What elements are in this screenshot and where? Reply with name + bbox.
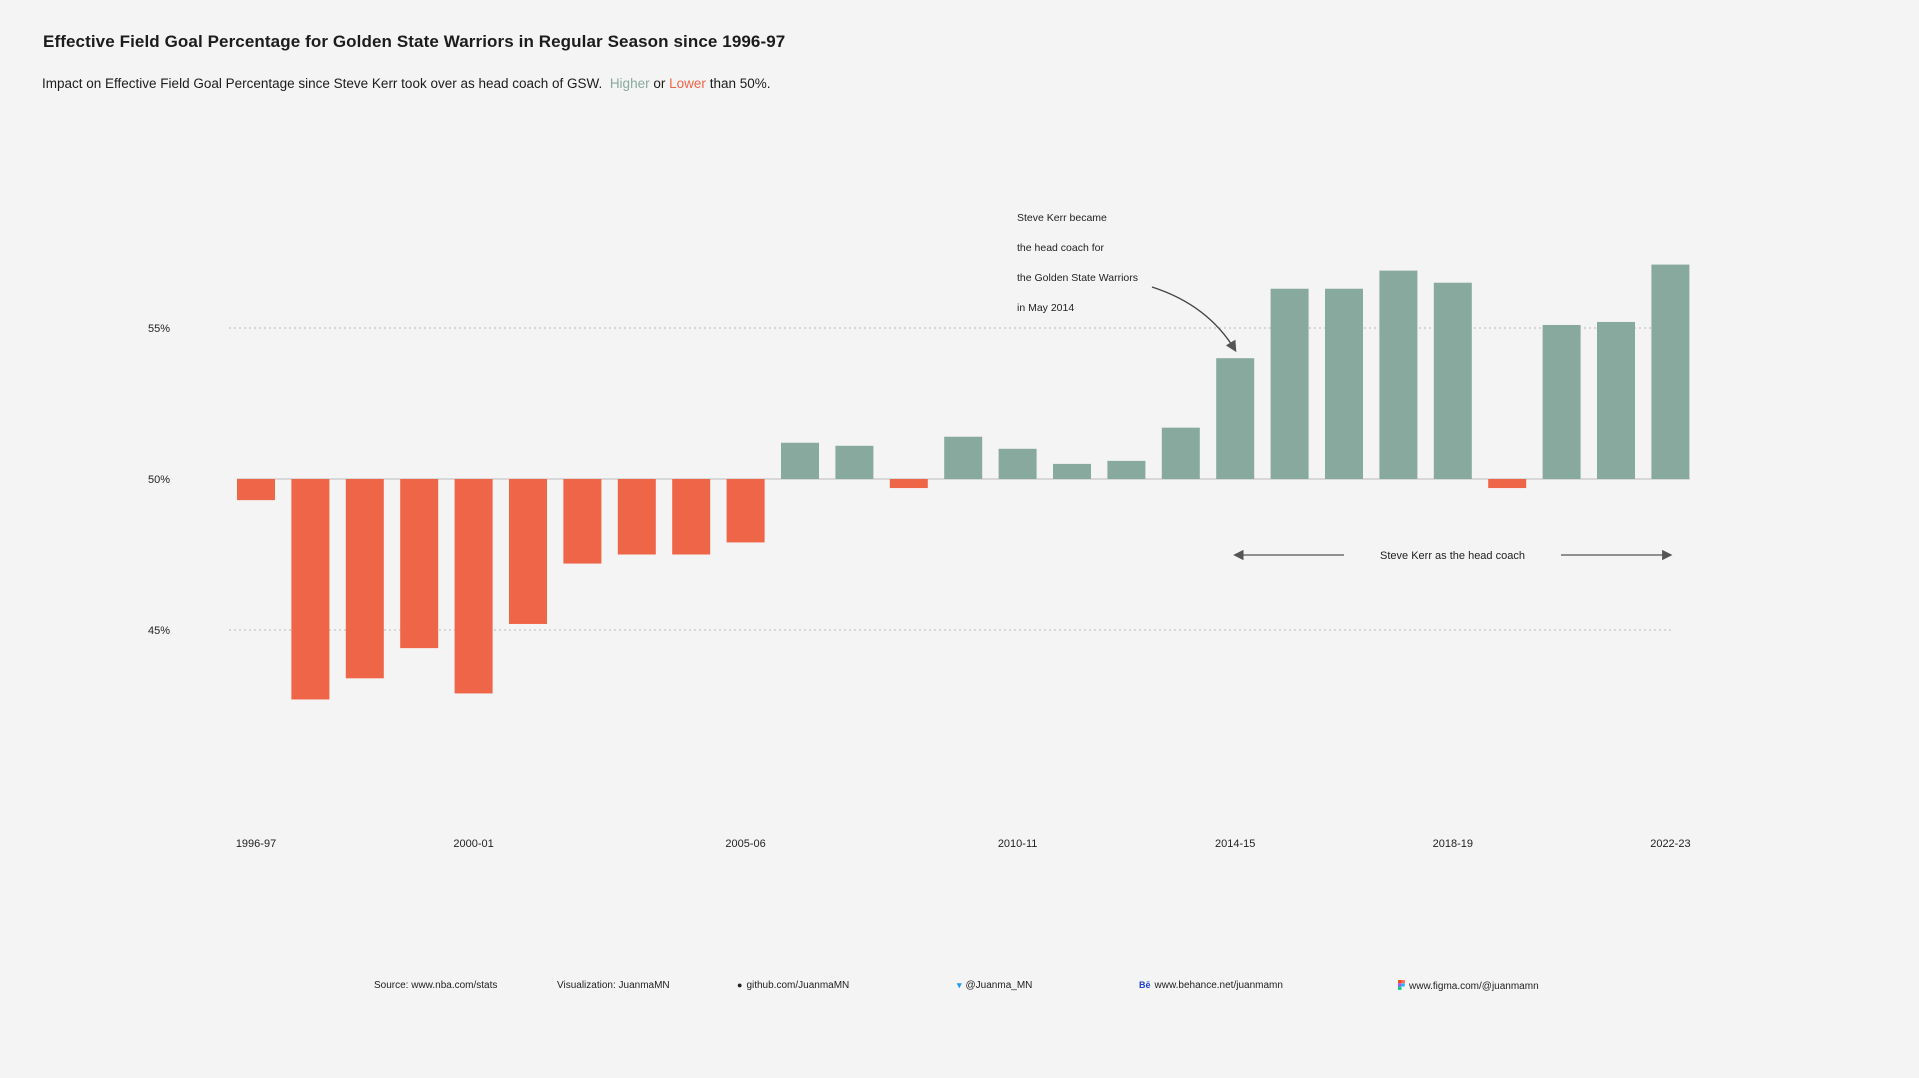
- bar-2002-03: [563, 479, 602, 564]
- bar-2010-11: [998, 448, 1037, 479]
- higher-label: Higher: [609, 76, 650, 91]
- bar-2017-18: [1379, 270, 1418, 479]
- behance-icon: Bē: [1139, 980, 1151, 990]
- x-tick-label: 2018-19: [1433, 838, 1473, 850]
- annotation-line: the Golden State Warriors: [1017, 272, 1138, 284]
- annotation-line: Steve Kerr became: [1017, 212, 1107, 224]
- bar-1996-97: [237, 479, 275, 501]
- bar-1999-00: [400, 479, 439, 649]
- annotation-line: the head coach for: [1017, 242, 1104, 254]
- bar-2015-16: [1270, 288, 1309, 479]
- figma-icon: [1398, 980, 1405, 991]
- bar-2008-09: [889, 479, 928, 489]
- behance-link[interactable]: www.behance.net/juanmamn: [1154, 980, 1283, 991]
- bar-2014-15: [1216, 358, 1255, 479]
- kerr-annotation-arrow: [1151, 286, 1237, 353]
- bar-2005-06: [726, 479, 765, 543]
- bar-2021-22: [1597, 321, 1635, 479]
- kerr-annotation-text: Steve Kerr became the head coach for the…: [1017, 203, 1138, 323]
- bar-2012-13: [1107, 460, 1146, 479]
- x-tick-label: 1996-97: [236, 838, 276, 850]
- bar-1998-99: [345, 479, 384, 679]
- x-tick-label: 2014-15: [1215, 838, 1255, 850]
- footer-visualization: Visualization: JuanmaMN: [557, 980, 670, 991]
- bar-2022-23: [1651, 264, 1690, 479]
- x-tick-label: 2022-23: [1650, 838, 1690, 850]
- bar-2004-05: [672, 479, 711, 555]
- footer-behance[interactable]: Bē www.behance.net/juanmamn: [1139, 980, 1283, 991]
- bar-2006-07: [781, 442, 819, 479]
- footer-twitter[interactable]: ▾ @Juanma_MN: [957, 980, 1032, 991]
- twitter-link[interactable]: @Juanma_MN: [965, 980, 1033, 991]
- y-tick-label: 55%: [148, 323, 170, 335]
- bar-2020-21: [1542, 324, 1581, 479]
- chart-subtitle: Impact on Effective Field Goal Percentag…: [42, 76, 770, 91]
- bar-2000-01: [454, 479, 493, 694]
- bar-2016-17: [1325, 288, 1363, 479]
- y-tick-label: 45%: [148, 625, 170, 637]
- or-label: or: [653, 76, 666, 91]
- span-label: Steve Kerr as the head coach: [1380, 550, 1525, 562]
- bar-2011-12: [1053, 463, 1091, 479]
- footer-source: Source: www.nba.com/stats: [374, 980, 498, 991]
- bar-2013-14: [1161, 427, 1200, 479]
- subtitle-suffix: than 50%.: [709, 76, 771, 91]
- annotation-line: in May 2014: [1017, 302, 1075, 314]
- bar-2009-10: [944, 436, 983, 479]
- chart-title: Effective Field Goal Percentage for Gold…: [43, 32, 786, 51]
- bar-1997-98: [291, 479, 330, 700]
- x-tick-label: 2005-06: [725, 838, 765, 850]
- bar-2007-08: [835, 445, 874, 479]
- lower-label: Lower: [669, 76, 706, 91]
- subtitle-text: Impact on Effective Field Goal Percentag…: [42, 76, 603, 91]
- github-icon: ●: [737, 980, 743, 990]
- x-tick-label: 2010-11: [998, 838, 1038, 850]
- footer-figma[interactable]: www.figma.com/@juanmamn: [1398, 980, 1539, 992]
- twitter-icon: ▾: [957, 980, 962, 990]
- figma-link[interactable]: www.figma.com/@juanmamn: [1409, 981, 1539, 992]
- bar-2001-02: [509, 479, 547, 624]
- x-tick-label: 2000-01: [453, 838, 493, 850]
- github-link[interactable]: github.com/JuanmaMN: [746, 980, 850, 991]
- bar-2018-19: [1433, 282, 1472, 479]
- bar-2003-04: [617, 479, 656, 555]
- bar-2019-20: [1488, 479, 1527, 489]
- y-tick-label: 50%: [148, 474, 170, 486]
- footer-github[interactable]: ● github.com/JuanmaMN: [737, 980, 849, 991]
